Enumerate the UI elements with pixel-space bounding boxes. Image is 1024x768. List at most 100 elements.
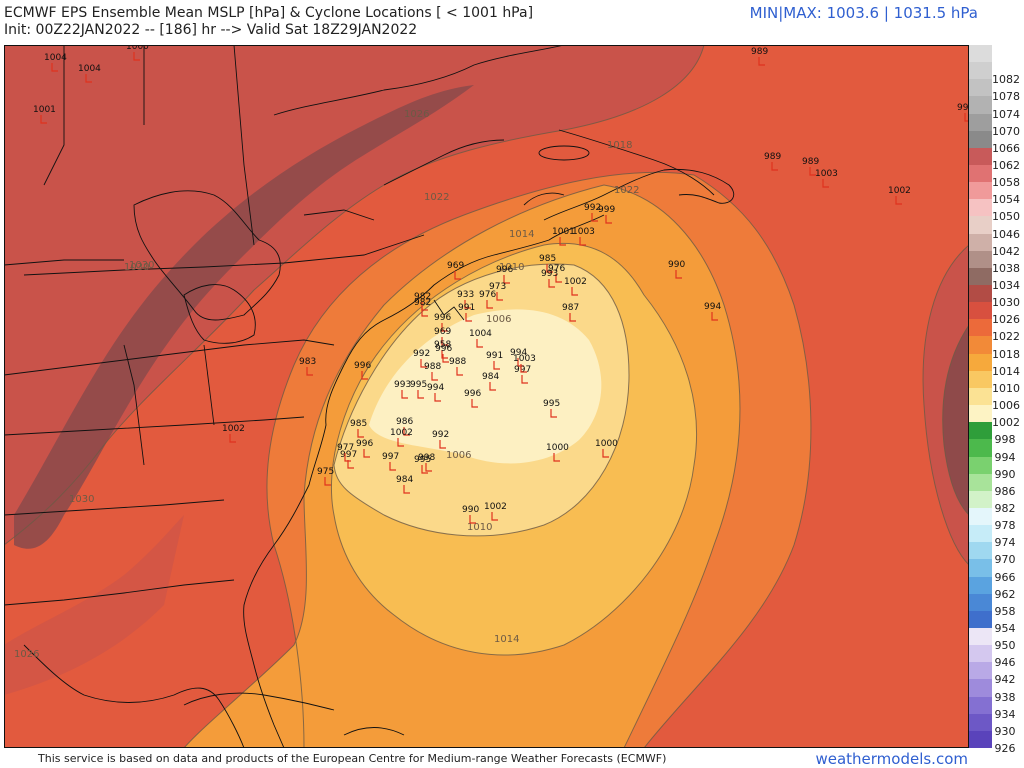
isobar-label: 1022 [424, 192, 449, 203]
low-pressure-marker [425, 463, 432, 472]
low-pressure-marker [420, 359, 427, 368]
low-pressure-marker [895, 196, 902, 205]
legend-label: 1070 [992, 124, 1020, 138]
cyclone-pressure-label: 1002 [564, 277, 587, 287]
legend-swatch [969, 182, 992, 200]
isobar-label: 1026 [14, 649, 39, 660]
legend-label: 1058 [992, 176, 1020, 190]
cyclone-pressure-label: 999 [598, 205, 615, 215]
legend-swatch [969, 713, 992, 732]
cyclone-pressure-label: 996 [434, 313, 451, 323]
cyclone-pressure-label: 997 [340, 450, 357, 460]
cyclone-pressure-label: 985 [539, 254, 556, 264]
cyclone-pressure-label: 975 [317, 467, 334, 477]
cyclone-pressure-label: 991 [486, 351, 503, 361]
legend-swatch [969, 62, 992, 80]
low-pressure-marker [40, 115, 47, 124]
cyclone-pressure-label: 994 [704, 302, 721, 312]
isobar-label: 1014 [494, 634, 519, 645]
legend-label: 1014 [992, 364, 1020, 378]
cyclone-pressure-label: 992 [432, 430, 449, 440]
low-pressure-marker [521, 375, 528, 384]
legend-swatch [969, 593, 992, 612]
legend-swatch [969, 199, 992, 217]
cyclone-pressure-label: 996 [496, 265, 513, 275]
low-pressure-marker [417, 390, 424, 399]
cyclone-pressure-label: 1004 [469, 329, 492, 339]
cyclone-pressure-label: 999 [957, 103, 969, 113]
legend-swatch [969, 525, 992, 543]
cyclone-pressure-label: 958 [434, 340, 451, 350]
fill-1026-southwest [4, 515, 184, 695]
site-link[interactable]: weathermodels.com [815, 750, 968, 768]
low-pressure-marker [486, 300, 493, 309]
cyclone-pressure-label: 984 [482, 372, 499, 382]
cyclone-pressure-label: 987 [562, 303, 579, 313]
legend-swatch [969, 610, 992, 629]
low-pressure-marker [403, 485, 410, 494]
cyclone-pressure-label: 989 [802, 157, 819, 167]
low-pressure-marker [85, 74, 92, 83]
isobar-label: 1026 [404, 109, 429, 120]
low-pressure-marker [711, 312, 718, 321]
cyclone-pressure-label: 995 [410, 380, 427, 390]
legend-swatch [969, 559, 992, 578]
low-pressure-marker [439, 440, 446, 449]
cyclone-pressure-label: 996 [356, 439, 373, 449]
legend-label: 946 [994, 656, 1016, 670]
legend-swatch [969, 250, 992, 269]
low-pressure-marker [571, 287, 578, 296]
legend-label: 1026 [992, 313, 1020, 327]
cyclone-pressure-label: 988 [424, 362, 441, 372]
low-pressure-marker [579, 237, 586, 246]
isobar-label: 1030 [129, 260, 154, 271]
isobar-label: 1014 [509, 229, 534, 240]
cyclone-pressure-label: 989 [751, 47, 768, 57]
low-pressure-marker [489, 382, 496, 391]
cyclone-pressure-label: 985 [350, 419, 367, 429]
low-pressure-marker [401, 390, 408, 399]
low-pressure-marker [517, 358, 524, 367]
legend-label: 1050 [992, 210, 1020, 224]
legend-label: 978 [994, 519, 1016, 533]
low-pressure-marker [964, 113, 969, 122]
isobars [4, 45, 969, 748]
legend-swatch [969, 319, 992, 337]
low-pressure-marker [464, 300, 471, 309]
low-pressure-marker [344, 453, 351, 462]
legend-swatch [969, 627, 992, 646]
low-pressure-marker [555, 274, 562, 283]
legend-swatch [969, 216, 992, 235]
legend-swatch [969, 473, 992, 492]
cyclone-pressure-label: 995 [414, 455, 431, 465]
low-pressure-marker [771, 162, 778, 171]
legend-swatch [969, 679, 992, 698]
legend-label: 942 [994, 673, 1016, 687]
cyclone-pressure-label: 992 [413, 349, 430, 359]
low-pressure-marker [357, 429, 364, 438]
low-pressure-marker [476, 339, 483, 348]
cyclone-pressure-label: 977 [337, 443, 354, 453]
cyclone-pressure-label: 997 [514, 365, 531, 375]
cyclone-pressure-label: 1004 [78, 64, 101, 74]
low-pressure-marker [546, 264, 553, 273]
low-pressure-marker [306, 367, 313, 376]
low-pressure-marker [324, 477, 331, 486]
cyclone-pressure-label: 969 [434, 327, 451, 337]
low-pressure-marker [553, 453, 560, 462]
legend-swatch [969, 730, 992, 749]
legend-swatch [969, 422, 992, 440]
cyclone-pressure-label: 1000 [126, 45, 149, 52]
isobar-label: 1006 [486, 314, 511, 325]
legend-label: 994 [994, 450, 1016, 464]
legend-swatch [969, 439, 992, 457]
legend-label: 986 [994, 484, 1016, 498]
low-pressure-marker [347, 460, 354, 469]
legend-label: 1038 [992, 261, 1020, 275]
legend-swatch [969, 387, 992, 406]
min-max-readout: MIN|MAX: 1003.6 | 1031.5 hPa [749, 4, 978, 22]
legend-swatch [969, 147, 992, 166]
legend-label: 974 [994, 536, 1016, 550]
lake-outline [538, 145, 590, 161]
low-pressure-marker [548, 279, 555, 288]
